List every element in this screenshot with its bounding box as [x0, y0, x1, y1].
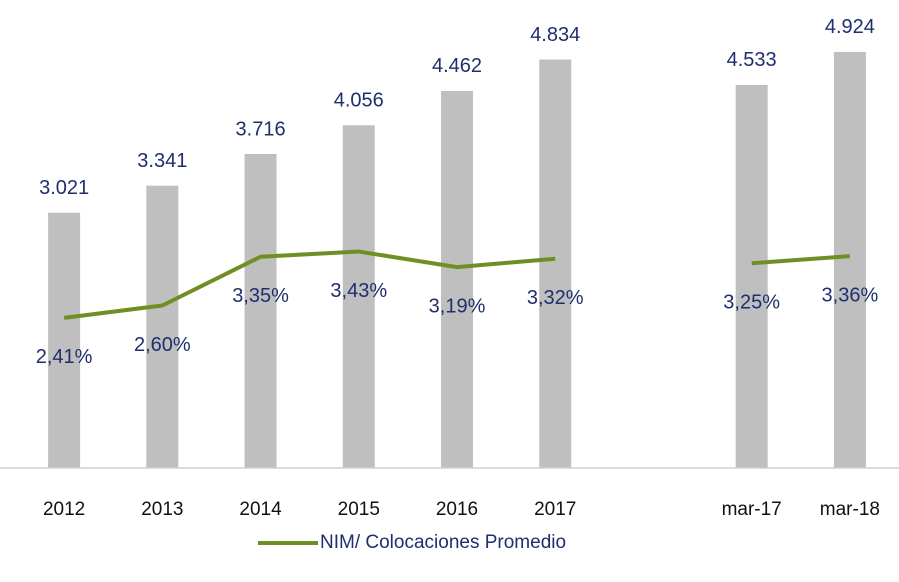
line-value-label: 2,60% — [134, 334, 191, 356]
bar-value-label: 3.021 — [39, 177, 89, 199]
line-value-label: 2,41% — [36, 346, 93, 368]
bar — [833, 51, 866, 469]
x-tick-label: 2015 — [338, 499, 380, 520]
bar — [539, 59, 572, 468]
line — [63, 249, 851, 320]
bar — [146, 185, 179, 469]
x-tick-label: mar-18 — [820, 499, 880, 520]
x-tick-label: 2013 — [141, 499, 183, 520]
bar-value-label: 3.716 — [236, 118, 286, 140]
bar — [48, 212, 81, 468]
bar-value-label: 4.924 — [825, 16, 875, 38]
x-tick-label: 2017 — [534, 499, 576, 520]
x-tick-label: 2016 — [436, 499, 478, 520]
bar-value-label: 4.834 — [530, 24, 580, 46]
x-tick-label: 2014 — [239, 499, 282, 520]
x-tick-label: mar-17 — [722, 499, 782, 520]
x-tick-label: 2012 — [43, 499, 85, 520]
bar-value-label: 4.056 — [334, 90, 384, 112]
bar-value-label: 4.462 — [432, 55, 482, 77]
bar — [441, 90, 473, 468]
bar-value-label: 3.341 — [137, 150, 187, 172]
legend-label: NIM/ Colocaciones Promedio — [320, 532, 566, 553]
bar-value-label: 4.533 — [727, 49, 777, 71]
line-value-label: 3,36% — [822, 284, 879, 306]
line-value-label: 3,32% — [527, 287, 584, 309]
bar — [342, 125, 375, 468]
line-value-label: 3,19% — [429, 295, 486, 317]
line-value-label: 3,35% — [232, 285, 289, 307]
bar — [735, 84, 768, 469]
line-value-label: 3,43% — [330, 280, 387, 302]
line-value-label: 3,25% — [723, 292, 780, 314]
bar — [244, 153, 277, 469]
